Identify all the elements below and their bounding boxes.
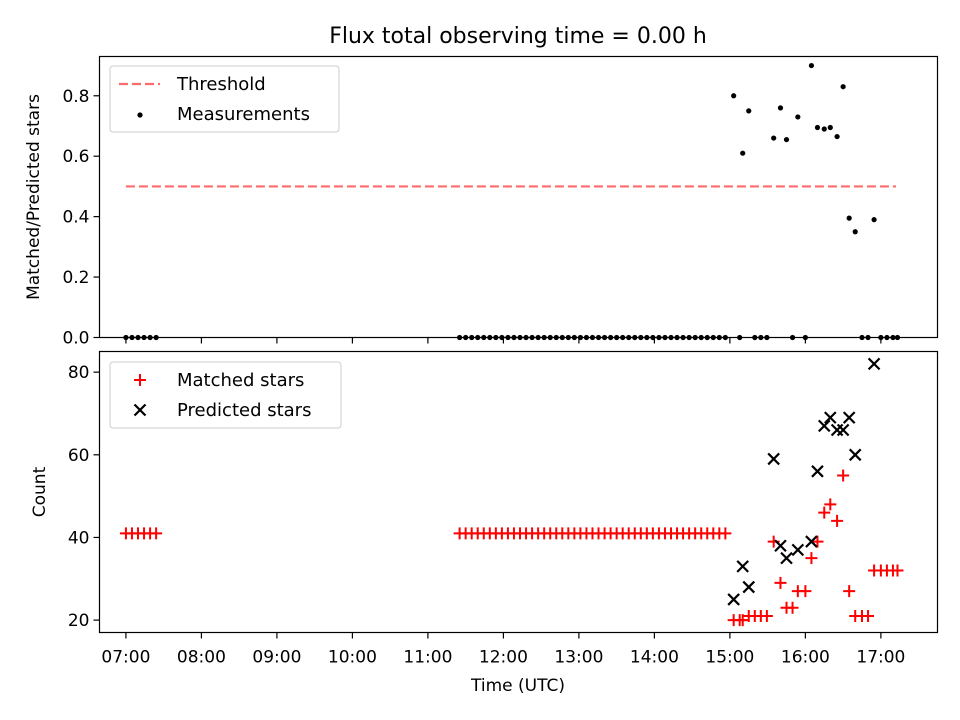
measurement-point	[783, 136, 790, 143]
measurement-point	[771, 135, 777, 141]
bottom-ytick-label: 20	[68, 611, 90, 631]
matched-stars-points	[119, 469, 904, 627]
predicted-star-point	[774, 539, 787, 552]
predicted-star-point	[830, 423, 844, 437]
measurement-point	[814, 124, 821, 131]
bottom-legend-box	[109, 361, 342, 429]
measurement-point	[834, 133, 840, 140]
bottom-xtick-label: 13:00	[554, 648, 603, 668]
matched-star-point	[786, 601, 799, 614]
top-ytick-label: 0.2	[62, 268, 89, 288]
top-y-axis: 0.0 0.2 0.4 0.6 0.8	[62, 87, 100, 349]
predicted-star-point	[848, 448, 862, 462]
top-ytick-label: 0.4	[62, 208, 89, 228]
predicted-star-point	[742, 580, 756, 594]
matched-star-point	[774, 576, 787, 589]
bottom-xtick-label: 12:00	[479, 648, 528, 668]
bottom-ytick-label: 80	[68, 363, 90, 383]
predicted-star-point	[811, 465, 824, 478]
bottom-xtick-label: 14:00	[630, 648, 679, 668]
predicted-star-point	[791, 543, 805, 557]
matched-star-point	[824, 498, 837, 511]
measurement-point	[740, 150, 746, 156]
top-ytick-label: 0.6	[62, 147, 89, 167]
predicted-star-point	[842, 411, 856, 424]
bottom-legend: Matched stars Predicted stars	[109, 361, 342, 429]
matched-star-point	[837, 469, 850, 482]
matched-star-point	[891, 564, 904, 577]
matched-star-point	[150, 527, 163, 540]
chart-title: Flux total observing time = 0.00 h	[329, 24, 707, 49]
matched-star-point	[805, 552, 818, 565]
measurement-point	[795, 114, 801, 120]
measurement-points	[123, 62, 901, 341]
matched-star-point	[719, 527, 732, 540]
predicted-star-point	[836, 423, 850, 437]
matched-star-point	[818, 506, 831, 519]
legend-threshold-label: Threshold	[176, 74, 266, 95]
bottom-xtick-label: 15:00	[705, 648, 754, 668]
bottom-x-axis: 07:00 08:00 09:00 10:00 11:00 12:00 13:00 14:00…	[101, 632, 905, 668]
legend-matched-label: Matched stars	[177, 370, 304, 391]
top-plot-frame	[98, 55, 939, 339]
bottom-xtick-label: 17:00	[856, 648, 905, 668]
predicted-star-point	[867, 357, 881, 371]
matched-star-point	[799, 585, 812, 598]
measurement-point	[840, 84, 846, 90]
top-ylabel: Matched/Predicted stars	[24, 94, 44, 300]
bottom-xtick-label: 10:00	[328, 648, 377, 668]
measurement-point	[746, 108, 752, 114]
measurement-point	[808, 62, 815, 69]
legend-matched-swatch	[134, 374, 146, 386]
top-legend-box	[109, 65, 340, 133]
bottom-y-axis: 20 40 60 80	[68, 363, 100, 631]
predicted-stars-points	[727, 357, 881, 606]
measurement-point	[777, 105, 784, 111]
bottom-plot-frame	[98, 350, 939, 634]
predicted-star-point	[767, 452, 780, 466]
bottom-ytick-label: 40	[68, 528, 90, 548]
predicted-star-point	[736, 560, 749, 573]
top-panel: Matched/Predicted stars 0.00.20.40.60.8 …	[24, 55, 939, 349]
predicted-star-point	[780, 551, 793, 565]
predicted-star-point	[805, 535, 818, 548]
measurement-point	[731, 93, 737, 99]
legend-measurements-swatch	[137, 112, 143, 118]
bottom-xtick-label: 09:00	[252, 648, 301, 668]
legend-measurements-label: Measurements	[177, 104, 310, 125]
matched-star-point	[831, 514, 844, 527]
matched-star-point	[811, 535, 824, 548]
bottom-panel: Count 20 40 60 80 07:00 08:00 09:00 10:00 11:00…	[30, 350, 939, 696]
matched-star-point	[736, 614, 749, 627]
bottom-xtick-label: 07:00	[101, 648, 150, 668]
measurement-point	[821, 126, 827, 132]
measurement-point	[827, 124, 833, 131]
matched-star-point	[862, 609, 875, 622]
predicted-star-point	[727, 593, 740, 606]
measurement-point	[846, 215, 852, 221]
legend-predicted-swatch	[133, 403, 147, 417]
top-ytick-label: 0.8	[62, 87, 89, 107]
top-legend: Threshold Measurements	[109, 65, 340, 133]
bottom-xtick-label: 16:00	[781, 648, 830, 668]
bottom-xtick-label: 08:00	[177, 648, 226, 668]
bottom-xtick-label: 11:00	[403, 648, 452, 668]
predicted-star-point	[824, 411, 837, 424]
bottom-ylabel: Count	[30, 466, 50, 517]
predicted-star-point	[817, 419, 831, 433]
legend-predicted-label: Predicted stars	[177, 400, 311, 421]
matched-star-point	[843, 585, 856, 598]
matched-star-point	[760, 609, 773, 622]
top-ytick-label: 0.0	[62, 329, 89, 349]
bottom-ytick-label: 60	[68, 446, 90, 466]
measurement-point	[871, 217, 877, 223]
bottom-xlabel: Time (UTC)	[470, 676, 565, 696]
measurement-point	[852, 229, 858, 235]
